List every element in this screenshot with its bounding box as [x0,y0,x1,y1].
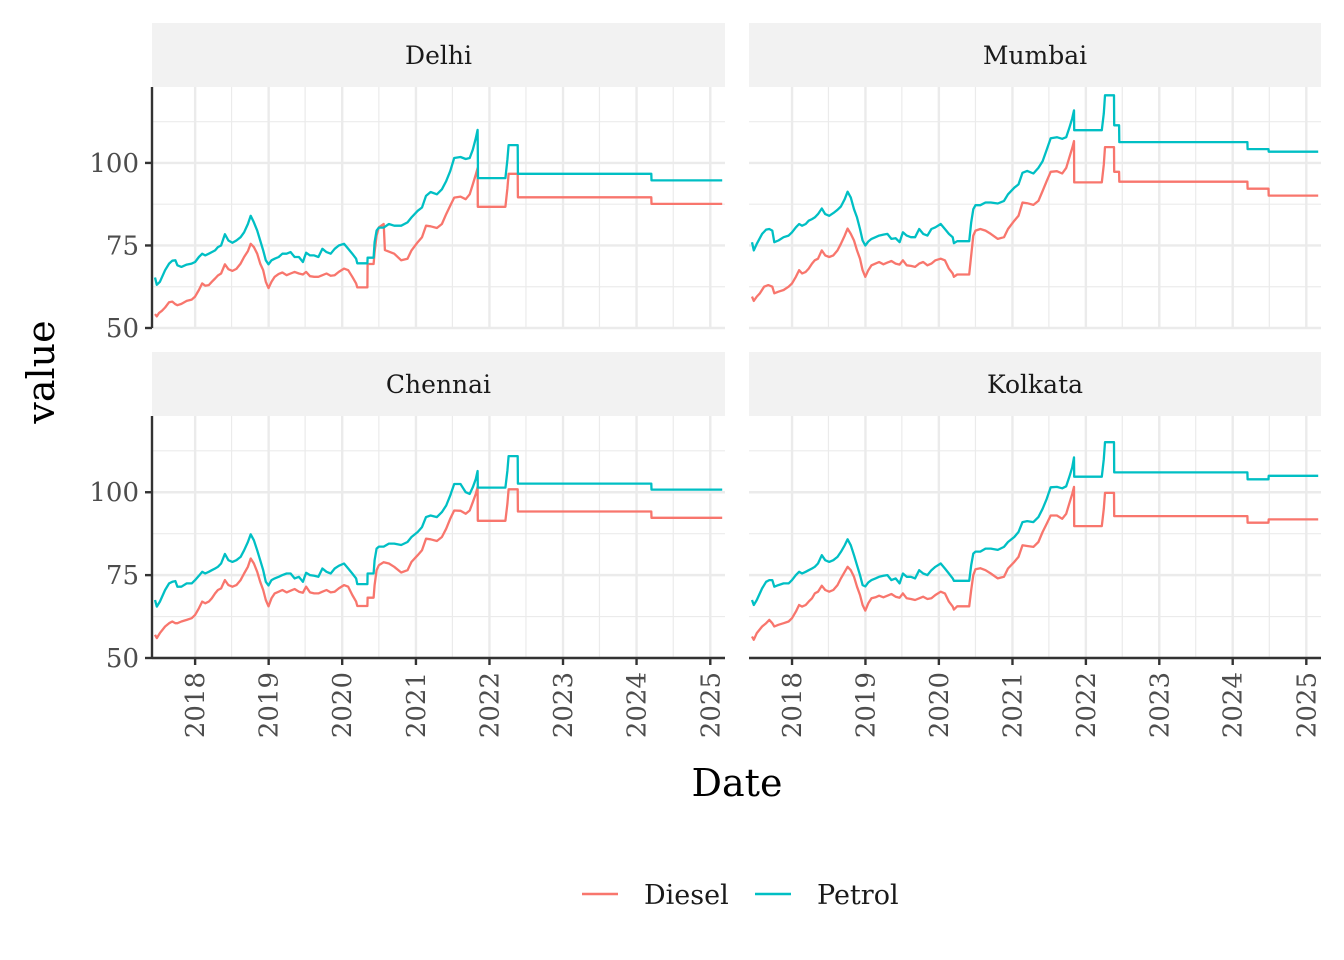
y-tick-label: 75 [106,561,139,591]
x-tick-label: 2019 [255,672,285,738]
panel-kolkata: Kolkata 2018 2019 2020 2021 2022 2023 2024 2025 [749,352,1322,738]
x-tick-label: 2022 [1072,672,1102,738]
y-tick-label: 100 [89,149,139,179]
x-tick-label: 2022 [476,672,506,738]
y-axis-title: value [19,320,63,424]
legend-label-diesel: Diesel [644,880,729,911]
strip-label-chennai: Chennai [386,370,491,399]
panel-mumbai: Mumbai [749,23,1321,330]
series-line-delhi-petrol [153,128,723,286]
x-tick-label: 2025 [696,672,726,738]
strip-kolkata [749,352,1321,416]
y-tick-label: 50 [106,644,139,674]
series-line-mumbai-diesel [750,139,1319,303]
series-line-chennai-petrol [153,454,723,608]
x-tick-label: 2020 [925,672,955,738]
x-tick-label: 2021 [402,672,432,738]
strip-delhi [152,23,725,87]
strip-mumbai [749,23,1321,87]
x-tick-label: 2023 [549,672,579,738]
y-tick-label: 100 [89,478,139,508]
grid-kolkata [749,416,1321,660]
strip-label-delhi: Delhi [405,41,472,70]
x-tick-label: 2018 [778,672,808,738]
grid-mumbai [749,87,1321,330]
x-tick-label: 2021 [999,672,1029,738]
panel-chennai: Chennai 50 75 100 2018 2019 2020 2021 2022 2023 20… [89,352,726,738]
x-axis-title: Date [692,761,783,805]
x-tick-label: 2019 [852,672,882,738]
x-tick-label: 2023 [1145,672,1175,738]
x-tick-label: 2025 [1292,672,1322,738]
grid-chennai [152,416,725,660]
strip-label-mumbai: Mumbai [983,41,1087,70]
x-tick-label: 2024 [623,672,653,738]
grid-delhi [152,87,725,330]
legend: Diesel Petrol [582,880,899,911]
series-line-mumbai-petrol [750,94,1319,252]
panel-delhi: Delhi 50 75 100 [89,23,725,344]
strip-label-kolkata: Kolkata [987,370,1083,399]
panels-layer: Delhi 50 75 100 Mumbai Chennai 50 75 100 2018 2019… [89,23,1322,738]
y-tick-label: 75 [106,231,139,261]
legend-label-petrol: Petrol [817,880,899,911]
series-line-chennai-diesel [153,485,723,640]
strip-chennai [152,352,725,416]
x-tick-label: 2020 [328,672,358,738]
x-tick-label: 2024 [1219,672,1249,738]
series-line-delhi-diesel [154,167,723,318]
series-line-kolkata-diesel [750,485,1319,641]
series-line-kolkata-petrol [750,441,1319,607]
y-tick-label: 50 [106,314,139,344]
x-tick-label: 2018 [181,672,211,738]
